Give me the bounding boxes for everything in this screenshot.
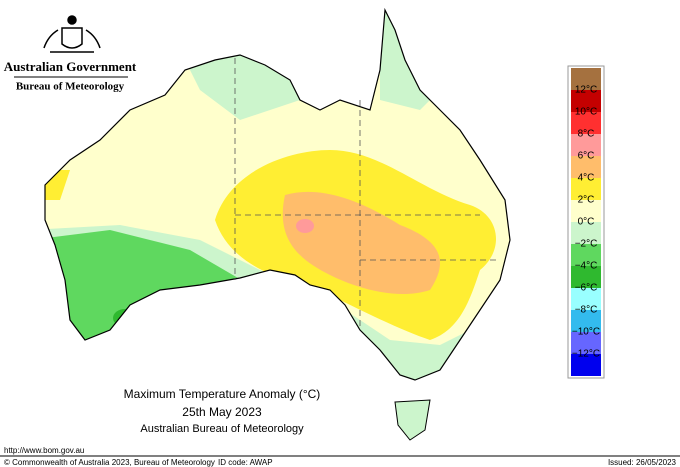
map-title: Maximum Temperature Anomaly (°C) [124, 387, 321, 401]
agency: Australian Government [4, 59, 137, 74]
legend-swatch [571, 178, 601, 200]
coat-of-arms [43, 15, 101, 53]
bureau: Bureau of Meteorology [16, 81, 125, 93]
footer-issued: Issued: 26/05/2023 [608, 458, 677, 467]
legend-swatch [571, 200, 601, 222]
legend-label: 2°C [578, 195, 595, 206]
legend-swatch [571, 90, 601, 112]
legend-label: 10°C [575, 107, 597, 118]
legend-swatch [571, 112, 601, 134]
legend-swatch [571, 310, 601, 332]
legend-swatch [571, 354, 601, 376]
legend-frame [567, 65, 605, 379]
legend-swatch [571, 222, 601, 244]
legend-swatch [571, 156, 601, 178]
legend-label: 4°C [578, 173, 595, 184]
legend-label: 12°C [575, 85, 597, 96]
legend-swatch [571, 244, 601, 266]
legend-swatch [571, 266, 601, 288]
legend-label: 6°C [578, 151, 595, 162]
legend: 12°C 10°C 8°C 6°C 4°C 2°C 0°C −2°C −4°C −6°C −8°C −… [571, 68, 601, 376]
legend-swatch [571, 68, 601, 90]
map-source: Australian Bureau of Meteorology [140, 423, 304, 435]
legend-label: −4°C [575, 261, 598, 272]
legend-label: −8°C [575, 305, 598, 316]
legend-swatch [571, 332, 601, 354]
legend-label: −2°C [575, 239, 598, 250]
legend-label: −10°C [572, 327, 600, 338]
legend-label: −6°C [575, 283, 598, 294]
legend-label: 8°C [578, 129, 595, 140]
legend-swatch [571, 288, 601, 310]
map-date: 25th May 2023 [182, 405, 262, 419]
legend-swatch [571, 134, 601, 156]
footer-id: ID code: AWAP [218, 458, 273, 467]
footer-copyright: © Commonwealth of Australia 2023, Bureau… [4, 458, 215, 467]
legend-label: −12°C [572, 349, 600, 360]
legend-label: 0°C [578, 217, 595, 228]
footer-url: http://www.bom.gov.au [4, 446, 84, 455]
